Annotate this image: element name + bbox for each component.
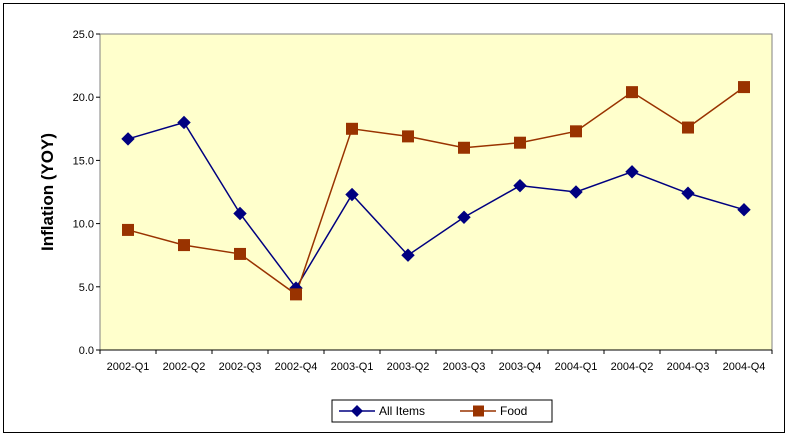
series-line-all-items: [127, 121, 745, 290]
y-tick-label: 15.0: [73, 155, 94, 167]
x-tick-label: 2003-Q2: [387, 361, 430, 373]
plot-area: [99, 33, 773, 351]
x-tick-label: 2002-Q2: [163, 361, 206, 373]
legend: All Items Food: [331, 399, 553, 423]
data-point-all-items: [177, 115, 191, 130]
legend-label-food: Food: [500, 404, 527, 418]
legend-label-all-items: All Items: [379, 404, 425, 418]
series-markers: [121, 81, 751, 301]
data-point-food: [122, 223, 134, 236]
data-point-all-items: [737, 202, 751, 217]
data-point-food: [738, 81, 750, 94]
data-point-food: [458, 141, 470, 154]
y-tick-label: 10.0: [73, 219, 94, 231]
x-tick-label: 2004-Q1: [555, 361, 598, 373]
y-tick-label: 25.0: [73, 29, 94, 41]
x-tick-label: 2002-Q4: [275, 361, 318, 373]
data-point-all-items: [457, 210, 471, 224]
data-point-all-items: [681, 186, 695, 200]
data-point-all-items: [345, 187, 359, 202]
y-tick-label: 5.0: [79, 282, 94, 294]
y-tick-label: 0.0: [79, 345, 94, 357]
series-lines: [127, 86, 745, 296]
legend-box: [331, 399, 553, 423]
data-point-all-items: [625, 165, 639, 179]
legend-marker-food: [473, 405, 484, 417]
x-tick-label: 2004-Q3: [667, 361, 710, 373]
data-point-all-items: [569, 185, 583, 199]
x-tick-label: 2004-Q4: [723, 361, 766, 373]
x-tick-label: 2003-Q4: [499, 361, 542, 373]
data-point-all-items: [121, 132, 135, 146]
data-point-all-items: [513, 178, 527, 193]
y-tick-label: 20.0: [73, 92, 94, 104]
data-point-all-items: [401, 248, 415, 262]
data-point-food: [290, 288, 302, 301]
data-point-food: [682, 121, 694, 134]
y-axis: 0.0 5.0 10.0 15.0 20.0 25.0: [73, 29, 100, 357]
data-point-food: [570, 125, 582, 138]
data-point-food: [402, 130, 414, 143]
x-tick-label: 2002-Q1: [107, 361, 150, 373]
x-tick-label: 2003-Q1: [331, 361, 374, 373]
data-point-food: [514, 136, 526, 149]
x-tick-label: 2003-Q3: [443, 361, 486, 373]
legend-marker-all-items: [351, 405, 363, 417]
x-tick-label: 2004-Q2: [611, 361, 654, 373]
x-axis: 2002-Q1 2002-Q2 2002-Q3 2002-Q4 2003-Q1 2003-…: [99, 349, 773, 373]
data-point-food: [178, 239, 190, 252]
y-axis-title: Inflation (YOY): [38, 133, 57, 251]
data-point-food: [234, 247, 246, 260]
x-tick-label: 2002-Q3: [219, 361, 262, 373]
data-point-all-items: [233, 206, 247, 221]
series-line-food: [127, 86, 745, 296]
data-point-food: [626, 86, 638, 99]
data-point-food: [346, 122, 358, 135]
